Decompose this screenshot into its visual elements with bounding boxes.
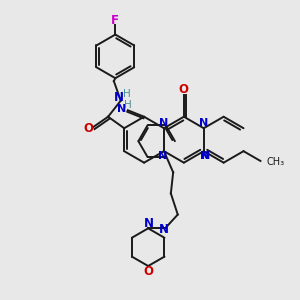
Text: O: O [83, 122, 93, 135]
Text: N: N [201, 152, 210, 161]
Text: N: N [117, 104, 126, 114]
Text: N: N [158, 152, 167, 161]
Text: N: N [143, 217, 154, 230]
Text: O: O [143, 265, 153, 278]
Text: CH₃: CH₃ [267, 158, 285, 167]
Text: N: N [159, 223, 169, 236]
Text: N: N [159, 118, 169, 128]
Text: N: N [200, 152, 209, 161]
Text: F: F [111, 14, 119, 27]
Text: N: N [199, 118, 208, 128]
Text: H: H [123, 89, 131, 99]
Text: O: O [179, 82, 189, 95]
Text: N: N [113, 91, 123, 103]
Text: H: H [124, 100, 132, 110]
